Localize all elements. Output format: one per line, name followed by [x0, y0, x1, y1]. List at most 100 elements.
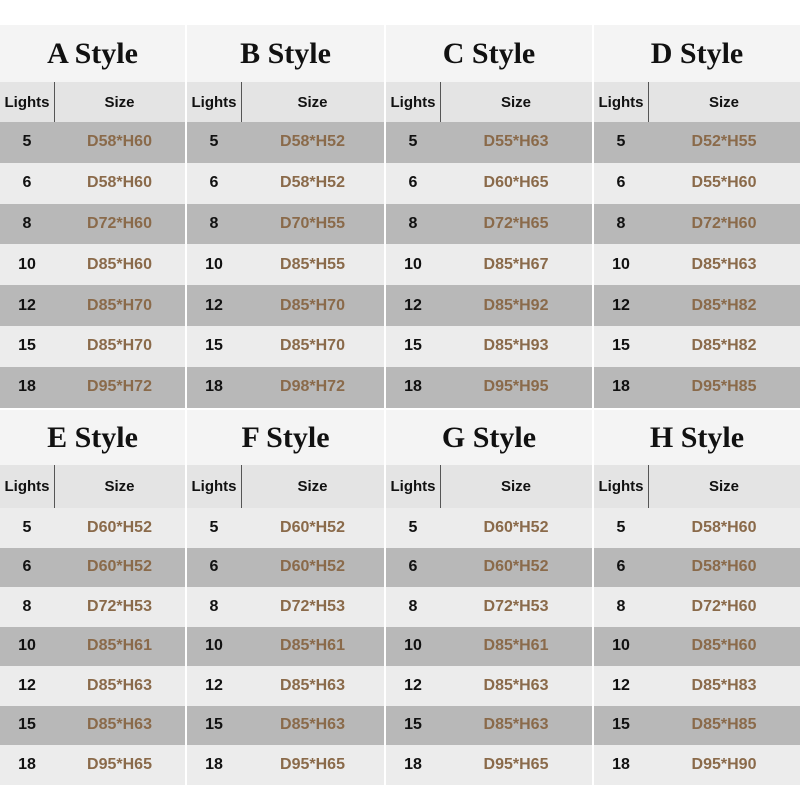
- lights-cell: 5: [187, 508, 241, 548]
- size-cell: D52*H55: [648, 122, 800, 163]
- size-cell: D72*H53: [440, 587, 592, 627]
- table-title: H Style: [594, 410, 800, 465]
- size-cell: D85*H61: [54, 626, 185, 666]
- header-size: Size: [54, 465, 185, 508]
- size-cell: D85*H85: [648, 705, 800, 745]
- lights-cell: 5: [386, 122, 440, 163]
- size-cell: D60*H52: [241, 547, 384, 587]
- lights-cell: 15: [0, 326, 54, 367]
- size-cell: D85*H63: [440, 705, 592, 745]
- header-lights: Lights: [594, 465, 648, 508]
- lights-cell: 5: [386, 508, 440, 548]
- size-cell: D72*H60: [54, 203, 185, 245]
- lights-cell: 10: [386, 244, 440, 286]
- lights-cell: 6: [386, 162, 440, 204]
- lights-cell: 5: [187, 122, 241, 163]
- size-cell: D72*H53: [54, 587, 185, 627]
- lights-cell: 18: [0, 745, 54, 785]
- lights-cell: 18: [386, 745, 440, 785]
- size-cell: D85*H83: [648, 666, 800, 706]
- lights-cell: 8: [594, 203, 648, 245]
- size-cell: D85*H67: [440, 244, 592, 286]
- lights-cell: 15: [594, 326, 648, 367]
- lights-cell: 10: [187, 626, 241, 666]
- lights-cell: 15: [187, 705, 241, 745]
- size-cell: D58*H60: [54, 162, 185, 204]
- size-cell: D60*H65: [440, 162, 592, 204]
- header-size: Size: [648, 465, 800, 508]
- size-cell: D85*H63: [241, 705, 384, 745]
- size-cell: D85*H55: [241, 244, 384, 286]
- lights-cell: 12: [0, 285, 54, 326]
- size-cell: D85*H70: [54, 326, 185, 367]
- lights-cell: 10: [0, 626, 54, 666]
- table-title: B Style: [187, 25, 384, 82]
- separator: [648, 82, 649, 122]
- separator: [241, 82, 242, 122]
- size-cell: D85*H63: [54, 705, 185, 745]
- header-lights: Lights: [386, 82, 440, 122]
- size-cell: D95*H65: [54, 745, 185, 785]
- lights-cell: 18: [594, 745, 648, 785]
- size-cell: D72*H60: [648, 587, 800, 627]
- size-cell: D55*H60: [648, 162, 800, 204]
- lights-cell: 12: [594, 285, 648, 326]
- header-lights: Lights: [187, 82, 241, 122]
- lights-cell: 12: [0, 666, 54, 706]
- size-cell: D85*H63: [241, 666, 384, 706]
- size-cell: D85*H61: [440, 626, 592, 666]
- header-size: Size: [648, 82, 800, 122]
- lights-cell: 15: [386, 326, 440, 367]
- separator: [440, 82, 441, 122]
- size-cell: D85*H60: [648, 626, 800, 666]
- header-size: Size: [54, 82, 185, 122]
- lights-cell: 6: [594, 547, 648, 587]
- table-title: F Style: [187, 410, 384, 465]
- size-cell: D55*H63: [440, 122, 592, 163]
- lights-cell: 12: [594, 666, 648, 706]
- separator: [54, 465, 55, 508]
- size-cell: D95*H65: [241, 745, 384, 785]
- size-cell: D85*H63: [648, 244, 800, 286]
- lights-cell: 8: [0, 587, 54, 627]
- lights-cell: 8: [187, 587, 241, 627]
- lights-cell: 8: [386, 203, 440, 245]
- header-size: Size: [241, 465, 384, 508]
- size-cell: D85*H70: [241, 326, 384, 367]
- lights-cell: 8: [386, 587, 440, 627]
- lights-cell: 15: [187, 326, 241, 367]
- size-cell: D70*H55: [241, 203, 384, 245]
- lights-cell: 18: [187, 745, 241, 785]
- size-cell: D58*H60: [648, 547, 800, 587]
- size-cell: D85*H60: [54, 244, 185, 286]
- lights-cell: 8: [0, 203, 54, 245]
- lights-cell: 18: [0, 366, 54, 408]
- lights-cell: 6: [594, 162, 648, 204]
- separator: [54, 82, 55, 122]
- lights-cell: 15: [0, 705, 54, 745]
- size-cell: D85*H82: [648, 285, 800, 326]
- size-cell: D60*H52: [440, 508, 592, 548]
- size-cell: D72*H53: [241, 587, 384, 627]
- header-lights: Lights: [187, 465, 241, 508]
- lights-cell: 18: [386, 366, 440, 408]
- table-title: D Style: [594, 25, 800, 82]
- lights-cell: 10: [386, 626, 440, 666]
- lights-cell: 18: [594, 366, 648, 408]
- header-size: Size: [440, 465, 592, 508]
- lights-cell: 8: [187, 203, 241, 245]
- lights-cell: 12: [386, 285, 440, 326]
- lights-cell: 18: [187, 366, 241, 408]
- separator: [241, 465, 242, 508]
- header-lights: Lights: [386, 465, 440, 508]
- size-cell: D95*H65: [440, 745, 592, 785]
- lights-cell: 6: [386, 547, 440, 587]
- size-cell: D98*H72: [241, 366, 384, 408]
- lights-cell: 6: [187, 162, 241, 204]
- lights-cell: 6: [0, 162, 54, 204]
- lights-cell: 5: [594, 122, 648, 163]
- lights-cell: 6: [0, 547, 54, 587]
- size-cell: D95*H95: [440, 366, 592, 408]
- size-cell: D60*H52: [54, 547, 185, 587]
- table-title: E Style: [0, 410, 185, 465]
